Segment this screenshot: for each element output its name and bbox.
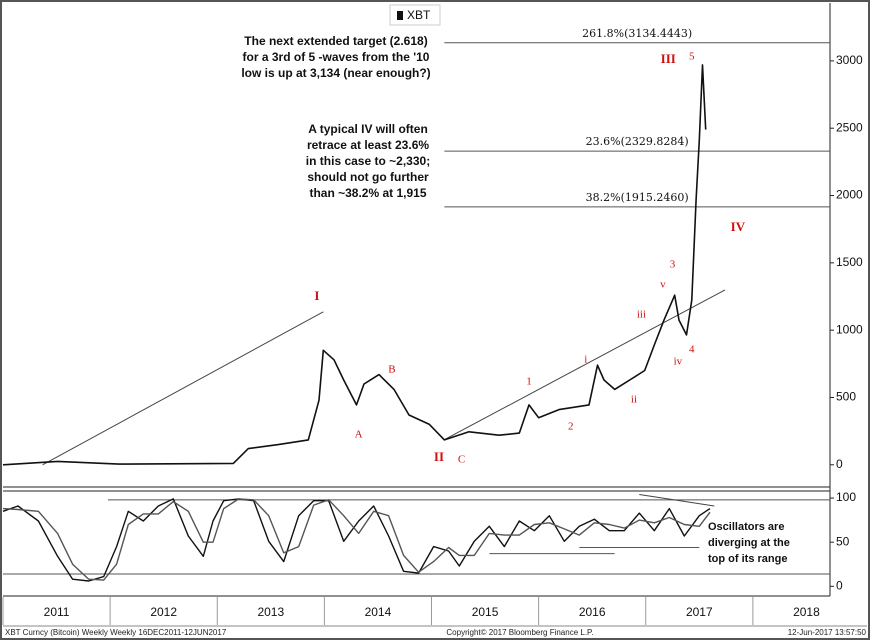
y-tick-label: 0 xyxy=(836,578,843,592)
y-tick-label: 50 xyxy=(836,534,850,548)
wave-label: ii xyxy=(631,393,637,405)
legend-swatch xyxy=(397,11,403,20)
note-line: diverging at the xyxy=(708,537,790,549)
wave-label: iv xyxy=(674,355,683,367)
x-tick-label: 2018 xyxy=(793,605,820,619)
reference-label: 23.6%(2329.8284) xyxy=(586,135,689,148)
y-tick-label: 100 xyxy=(836,490,856,504)
trend-line xyxy=(639,494,715,507)
series-line xyxy=(2,498,711,582)
note-line: Oscillators are xyxy=(708,521,784,533)
footer-source: XBT Curncy (Bitcoin) Weekly Weekly 16DEC… xyxy=(5,628,227,637)
note-line: should not go further xyxy=(307,170,429,184)
footer-copyright: Copyright© 2017 Bloomberg Finance L.P. xyxy=(446,628,593,637)
y-tick-label: 2000 xyxy=(836,188,863,202)
y-tick-label: 1000 xyxy=(836,322,863,336)
x-tick-label: 2011 xyxy=(44,605,70,619)
wave-label: C xyxy=(458,453,465,465)
footer-date: 12-Jun-2017 13:57:50 xyxy=(788,628,867,637)
note-line: low is up at 3,134 (near enough?) xyxy=(241,66,430,80)
wave-label: 3 xyxy=(670,258,676,270)
note-line: for a 3rd of 5 -waves from the '10 xyxy=(243,50,430,64)
wave-label: 2 xyxy=(568,420,574,432)
reference-label: 38.2%(1915.2460) xyxy=(586,191,689,204)
wave-label: 5 xyxy=(689,51,695,63)
x-tick-label: 2015 xyxy=(472,605,499,619)
wave-label: B xyxy=(388,363,395,375)
x-tick-label: 2014 xyxy=(365,605,392,619)
wave-label: A xyxy=(355,428,363,440)
wave-label: 4 xyxy=(689,343,695,355)
wave-label: I xyxy=(314,288,319,303)
series-line xyxy=(2,498,711,581)
wave-label: v xyxy=(660,278,666,290)
series-line xyxy=(2,64,707,466)
x-tick-label: 2016 xyxy=(579,605,606,619)
note-line: A typical IV will often xyxy=(308,122,428,136)
wave-label: iii xyxy=(637,308,646,320)
y-tick-label: 0 xyxy=(836,457,843,471)
x-tick-label: 2017 xyxy=(686,605,713,619)
trend-line xyxy=(42,311,324,466)
legend-label: XBT xyxy=(407,8,431,22)
wave-label: i xyxy=(584,353,587,365)
wave-label: IV xyxy=(731,219,746,234)
note-line: in this case to ~2,330; xyxy=(306,154,430,168)
note-line: The next extended target (2.618) xyxy=(244,34,427,48)
x-tick-label: 2013 xyxy=(257,605,284,619)
x-tick-label: 2012 xyxy=(150,605,177,619)
reference-label: 261.8%(3134.4443) xyxy=(582,27,692,40)
wave-label: III xyxy=(661,51,676,66)
note-line: retrace at least 23.6% xyxy=(307,138,429,152)
y-tick-label: 2500 xyxy=(836,120,863,134)
y-tick-label: 3000 xyxy=(836,53,863,67)
wave-label: II xyxy=(434,449,444,464)
note-line: than ~38.2% at 1,915 xyxy=(309,186,426,200)
wave-label: 1 xyxy=(526,375,532,387)
y-tick-label: 500 xyxy=(836,390,856,404)
y-tick-label: 1500 xyxy=(836,255,863,269)
note-line: top of its range xyxy=(708,553,787,565)
